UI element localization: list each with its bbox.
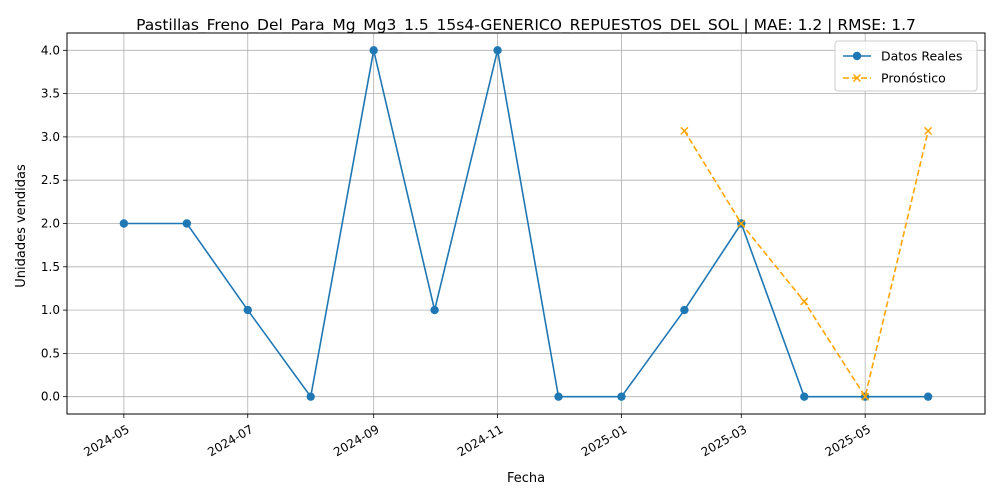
data-point — [119, 219, 129, 228]
forecast-point — [737, 219, 746, 228]
marker-stroke — [800, 297, 809, 306]
data-point — [306, 392, 315, 401]
grid — [67, 33, 985, 414]
marker-stroke — [680, 126, 689, 135]
data-point — [243, 305, 252, 315]
chart-title: Pastillas_Freno_Del_Para_Mg_Mg3_1.5_15s4… — [136, 16, 916, 35]
y-tick-label: 1.0 — [41, 303, 60, 317]
data-point — [182, 219, 192, 228]
legend-label: Pronóstico — [881, 71, 946, 86]
x-tick-label: 2024-09 — [331, 422, 381, 459]
x-tick-label: 2025-03 — [699, 422, 749, 459]
marker-stroke — [861, 392, 870, 401]
forecast-point — [800, 297, 809, 306]
data-point — [369, 46, 378, 55]
y-axis-label: Unidades vendidas — [14, 164, 29, 288]
y-tick-label: 3.0 — [41, 130, 60, 144]
series-line-1 — [683, 130, 929, 399]
y-tick-label: 2.0 — [41, 217, 60, 231]
forecast-point — [861, 392, 870, 401]
marker-stroke — [737, 219, 746, 228]
data-point — [800, 392, 809, 401]
y-tick-label: 4.0 — [41, 43, 60, 57]
y-axis-ticks: 0.0 0.5 1.0 1.5 2.0 2.5 3.0 3.5 4.0 — [41, 43, 67, 404]
legend-marker — [852, 51, 862, 61]
x-tick-label: 2024-11 — [455, 422, 505, 459]
x-axis-ticks: 2024-05 2024-07 2024-09 2024-11 2025-01 2025-… — [81, 414, 873, 459]
y-tick-label: 0.5 — [41, 346, 60, 360]
data-point — [680, 305, 689, 315]
series-line-0 — [123, 50, 929, 399]
forecast-point — [680, 126, 689, 135]
y-tick-label: 1.5 — [41, 260, 60, 274]
data-point — [923, 392, 933, 401]
x-tick-label: 2024-05 — [81, 422, 131, 459]
data-point — [493, 46, 502, 55]
data-point — [617, 392, 626, 401]
legend: Datos Reales Pronóstico — [834, 40, 978, 92]
data-point — [554, 392, 563, 401]
forecast-point — [924, 126, 933, 135]
x-tick-label: 2024-07 — [205, 422, 255, 459]
x-axis-label: Fecha — [507, 471, 545, 486]
x-tick-label: 2025-05 — [823, 422, 873, 459]
x-tick-label: 2025-01 — [579, 422, 629, 459]
series-layer — [119, 46, 933, 401]
y-tick-label: 2.5 — [41, 173, 60, 187]
y-tick-label: 0.0 — [41, 390, 60, 404]
data-point — [430, 305, 439, 315]
marker-stroke — [924, 126, 933, 135]
legend-label: Datos Reales — [881, 49, 962, 64]
y-tick-label: 3.5 — [41, 87, 60, 101]
legend-marker — [852, 73, 862, 83]
